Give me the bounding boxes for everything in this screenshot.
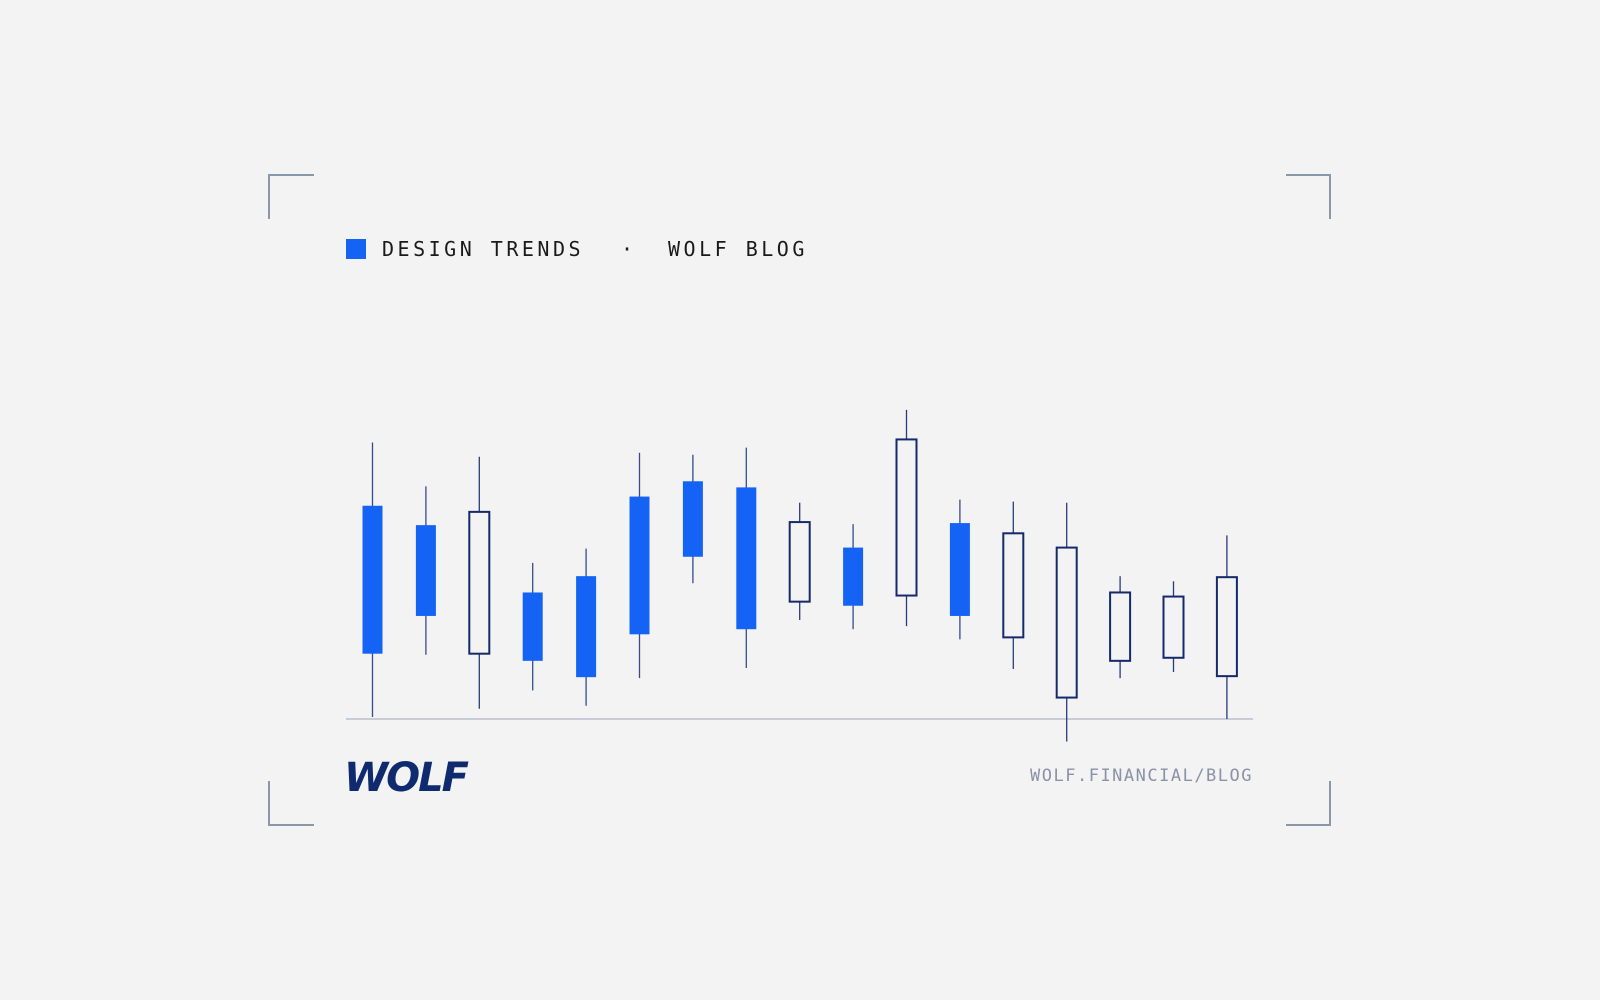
tag-square	[346, 239, 366, 259]
candle-body	[522, 592, 543, 661]
candle-body	[468, 510, 491, 655]
candle-body	[629, 496, 650, 635]
corner	[1286, 174, 1331, 219]
corner	[268, 174, 314, 219]
corner	[268, 781, 314, 826]
candle-body	[1002, 532, 1025, 639]
candle-body	[1055, 546, 1078, 699]
candle-body	[843, 547, 864, 606]
blog-text: WOLF BLOG	[668, 237, 808, 261]
candle-body	[949, 523, 970, 616]
candle-body	[576, 576, 597, 678]
candle-body	[415, 525, 436, 616]
candle-body	[682, 481, 703, 557]
candlestick-chart	[346, 409, 1253, 742]
logo: WOLF	[344, 755, 469, 801]
candle-body	[736, 487, 757, 630]
frame-corners	[268, 174, 1331, 826]
url: WOLF.FINANCIAL/BLOG	[1030, 766, 1253, 786]
candle-body	[362, 505, 383, 654]
candle-body	[1215, 576, 1238, 678]
tag-text: DESIGN TRENDS	[382, 237, 584, 261]
candle-body	[1109, 591, 1132, 662]
candle-body	[895, 438, 918, 597]
candle-body	[1162, 595, 1185, 659]
separator: ·	[621, 237, 633, 261]
corner	[1286, 781, 1331, 826]
candle-body	[788, 521, 811, 603]
